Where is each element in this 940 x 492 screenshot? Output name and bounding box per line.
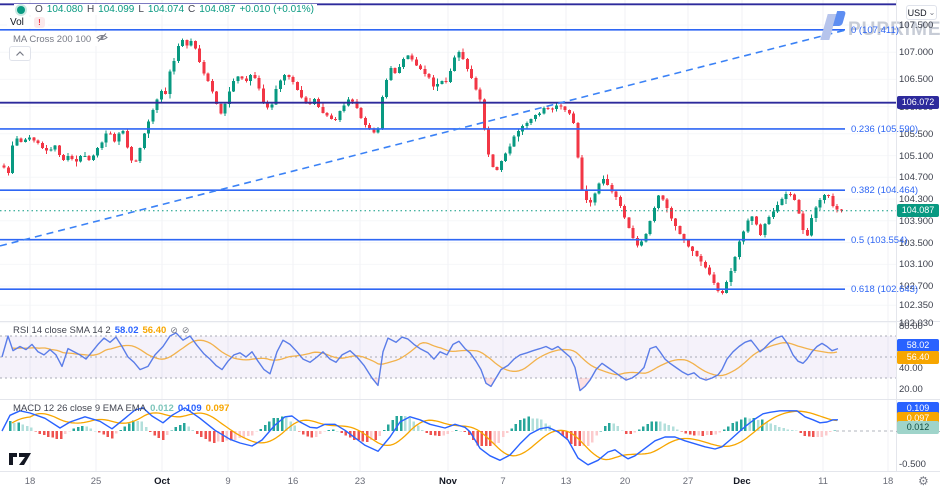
rsi-pane[interactable] — [0, 322, 896, 399]
rsi-legend[interactable]: RSI 14 close SMA 14 2 58.02 56.40 ⊘ ⊘ — [10, 325, 192, 336]
ma-cross-legend[interactable]: MA Cross 200 100 — [10, 32, 113, 46]
rsi-oversold-fill — [485, 378, 495, 387]
currency-selector[interactable]: USD ⌄ — [906, 5, 937, 20]
pane-separator[interactable] — [0, 321, 940, 322]
pane-separator[interactable] — [0, 399, 940, 400]
eye-off-icon[interactable] — [95, 32, 109, 46]
price-tick: 106.500 — [899, 74, 934, 86]
rsi-tick: 80.00 — [899, 320, 923, 332]
rsi-oversold-fill — [373, 378, 379, 386]
time-tick: Oct — [154, 476, 170, 487]
time-tick: 23 — [354, 476, 366, 487]
fib-level-label: 0.618 (102.643) — [851, 284, 919, 296]
macd-line — [1, 407, 838, 466]
change-value: +0.010 (+0.01%) — [239, 4, 314, 15]
time-tick: 13 — [560, 476, 572, 487]
hidden-plot-icon[interactable]: ⊘ — [170, 325, 178, 335]
trendline-dashed — [0, 28, 849, 247]
price-tick: 102.030 — [899, 317, 934, 329]
close-label: C — [188, 4, 196, 15]
volume-legend[interactable]: Vol ! — [7, 17, 48, 28]
high-value: 104.099 — [98, 4, 135, 15]
ohlc-legend[interactable]: O 104.080 H 104.099 L 104.074 C 104.087 +0.0… — [14, 4, 317, 15]
ma-cross-label: MA Cross 200 100 — [13, 33, 92, 45]
fib-level-label: 0.236 (105.590) — [851, 123, 919, 135]
rsi-chart-canvas — [0, 322, 896, 399]
macd-pane[interactable] — [0, 400, 896, 471]
macd-signal-value: 0.097 — [205, 403, 230, 414]
currency-label: USD — [907, 7, 927, 18]
price-tick: 103.100 — [899, 259, 934, 271]
rsi-sma-value: 56.40 — [142, 325, 167, 336]
macd-hist-badge: 0.012 — [897, 421, 939, 434]
settings-gear-icon[interactable]: ⚙ — [918, 474, 929, 488]
time-tick: Dec — [733, 476, 751, 487]
rsi-oversold-fill — [578, 378, 591, 391]
fib-level-label: 0 (107.411) — [851, 24, 899, 36]
price-tick: 107.000 — [899, 47, 934, 59]
high-label: H — [86, 4, 95, 15]
time-tick: 20 — [619, 476, 631, 487]
price-tick: 102.700 — [899, 281, 934, 293]
open-label: O — [35, 4, 43, 15]
current-price-badge: 104.087 — [897, 204, 939, 218]
time-tick: 16 — [287, 476, 299, 487]
fib-level-label: 0.5 (103.554) — [851, 234, 908, 246]
time-tick: 25 — [90, 476, 102, 487]
rsi-tick: 40.00 — [899, 362, 923, 374]
time-tick: 27 — [682, 476, 694, 487]
macd-legend[interactable]: MACD 12 26 close 9 EMA EMA 0.012 0.109 0… — [10, 403, 232, 414]
price-axis[interactable]: 107.500107.000106.500106.000105.500105.1… — [896, 0, 940, 472]
time-tick: Nov — [439, 476, 457, 487]
macd-hist-value: 0.012 — [150, 403, 174, 414]
price-pane[interactable] — [0, 0, 896, 324]
price-chart-canvas — [0, 0, 896, 321]
macd-title: MACD 12 26 close 9 EMA EMA — [13, 403, 147, 414]
symbol-status-dot — [17, 5, 25, 14]
price-tick: 103.500 — [899, 237, 934, 249]
rsi-tick: 20.00 — [899, 383, 923, 395]
fib-level-label: 0.382 (104.464) — [851, 185, 919, 197]
rsi-line — [1, 332, 839, 392]
macd-histogram — [8, 416, 836, 446]
rsi-sma-line — [11, 339, 838, 377]
time-tick: 9 — [225, 476, 231, 487]
rsi-sma-badge: 56.40 — [897, 350, 939, 364]
pane-separator — [0, 471, 940, 472]
rsi-value-badge: 58.02 — [897, 338, 939, 352]
price-tick: 105.500 — [899, 128, 934, 140]
price-tick: 103.900 — [899, 215, 934, 227]
time-tick: 18 — [882, 476, 894, 487]
price-axis-border — [896, 0, 897, 472]
close-value: 104.087 — [199, 4, 236, 15]
price-level-badge: 106.072 — [897, 96, 939, 110]
macd-tick: -0.500 — [899, 459, 926, 470]
collapse-legend-button[interactable] — [9, 46, 31, 61]
macd-value: 0.109 — [177, 403, 202, 414]
time-axis[interactable]: 18 25 Oct 9 16 23 Nov 7 13 20 27 Dec 11 18 — [0, 472, 940, 492]
low-label: L — [138, 4, 144, 15]
price-tick: 105.100 — [899, 150, 934, 162]
price-tick: 104.700 — [899, 172, 934, 184]
rsi-value: 58.02 — [114, 325, 139, 336]
time-tick: 11 — [818, 476, 828, 487]
price-tick: 107.500 — [899, 20, 934, 31]
candlestick-series — [2, 38, 843, 295]
time-tick: 7 — [500, 476, 506, 487]
hidden-plot-icon[interactable]: ⊘ — [181, 325, 190, 335]
time-tick: 18 — [24, 476, 36, 487]
open-value: 104.080 — [46, 4, 83, 15]
price-tick: 102.350 — [899, 300, 934, 312]
price-tick: 104.300 — [899, 194, 934, 206]
macd-chart-canvas — [1, 400, 896, 471]
rsi-title: RSI 14 close SMA 14 2 — [13, 325, 111, 336]
macd-signal-line — [11, 410, 838, 461]
tradingview-logo[interactable] — [8, 451, 34, 472]
chevron-down-icon: ⌄ — [928, 7, 936, 17]
warning-icon[interactable]: ! — [33, 17, 45, 28]
low-value: 104.074 — [147, 4, 185, 15]
volume-label: Vol — [10, 17, 24, 28]
